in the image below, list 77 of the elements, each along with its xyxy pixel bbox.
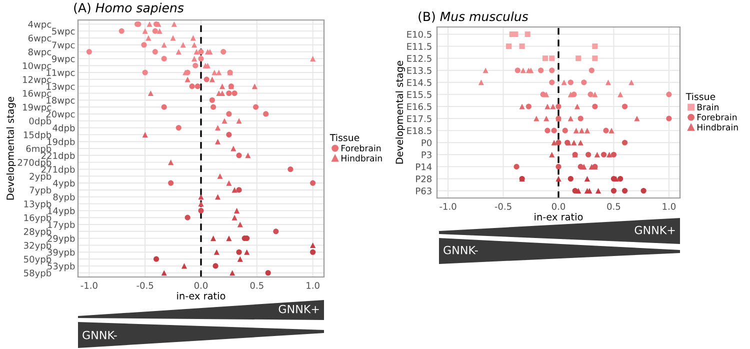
x-tick-label: 0.5 — [250, 282, 264, 289]
x-axis-title: in-ex ratio — [534, 212, 583, 221]
y-tick-label: 15dpb — [24, 131, 52, 140]
y-tick-label: 9wpc — [52, 55, 75, 64]
y-tick-label: 39ypb — [48, 248, 75, 258]
y-tick-label: 53ypb — [48, 262, 75, 272]
y-tick-label: 13wpc — [46, 83, 75, 92]
x-tick-label: 1.0 — [662, 203, 676, 210]
y-tick-label: 7ypb — [30, 186, 52, 196]
y-tick-label: 4wpc — [28, 20, 52, 30]
legend-label: Hindbrain — [697, 124, 738, 130]
y-tick-label: 19wpc — [23, 104, 52, 112]
y-tick-label: 16ypb — [24, 214, 52, 223]
y-tick-label: 50ypb — [24, 256, 52, 264]
y-tick-label: 20wpc — [46, 110, 75, 120]
y-axis-title: Developmental stage — [6, 96, 16, 200]
x-tick-label: 0.0 — [552, 203, 566, 210]
y-tick-label: 58ypb — [24, 269, 52, 278]
y-tick-label: 270dpb — [18, 158, 52, 168]
legend-title: Tissue — [686, 92, 716, 100]
y-tick-label: 4dpb — [52, 124, 75, 134]
x-axis-title: in-ex ratio — [177, 292, 226, 300]
x-tick-label: -1.0 — [80, 282, 98, 289]
y-tick-label: 17ypb — [48, 221, 75, 230]
y-tick-label: 271dpb — [41, 166, 75, 175]
y-tick-label: P63 — [416, 188, 432, 194]
legend-label: Brain — [697, 104, 718, 110]
y-axis-title: Developmental stage — [396, 60, 405, 164]
legend-label: Hindbrain — [342, 154, 382, 162]
y-tick-label: 6wpc — [28, 34, 52, 44]
text: GNNK- — [444, 246, 478, 254]
x-tick-label: 0.0 — [194, 282, 208, 289]
y-tick-label: E16.5 — [407, 103, 432, 110]
text: GNNK+ — [634, 226, 675, 234]
y-tick-label: 8ypb — [53, 193, 75, 202]
x-tick-label: 0.5 — [607, 203, 620, 210]
y-tick-label: 5wpc — [52, 28, 75, 36]
y-tick-label: 11wpc — [46, 69, 75, 78]
y-tick-label: 7wpc — [52, 42, 75, 50]
y-tick-label: E14.5 — [407, 79, 432, 86]
y-tick-label: 13ypb — [24, 200, 52, 210]
y-tick-label: P28 — [416, 175, 432, 182]
x-tick-label: -0.5 — [494, 203, 512, 210]
y-tick-label: 28ypb — [24, 228, 52, 237]
y-tick-label: E13.5 — [407, 67, 432, 74]
y-tick-label: 14ypb — [48, 207, 75, 216]
x-tick-label: -1.0 — [440, 203, 456, 210]
x-tick-label: -0.5 — [136, 282, 154, 289]
y-tick-label: 16wpc — [23, 90, 52, 99]
y-tick-label: P3 — [422, 151, 432, 158]
x-tick-label: 1.0 — [306, 282, 320, 289]
y-tick-label: 2ypb — [30, 172, 52, 182]
y-tick-label: 32ypb — [24, 242, 52, 251]
y-tick-label: P14 — [416, 164, 432, 170]
y-tick-label: 4ypb — [53, 180, 75, 188]
y-tick-label: E15.5 — [407, 91, 432, 98]
text: GNNK+ — [278, 304, 319, 314]
y-tick-label: 10wpc — [23, 62, 52, 71]
y-tick-label: 18wpc — [46, 96, 75, 106]
y-tick-label: 12wpc — [23, 76, 52, 85]
legend-title: Tissue — [330, 134, 360, 142]
y-tick-label: 0dpb — [29, 117, 52, 126]
chart-title: (A) Homo sapiens — [74, 2, 184, 15]
y-tick-label: 8wpc — [28, 48, 52, 58]
y-tick-label: E17.5 — [407, 115, 432, 122]
legend-label: Forebrain — [697, 114, 737, 120]
chart-title: (B) Mus musculus — [418, 11, 528, 23]
y-tick-label: E11.5 — [407, 43, 432, 50]
y-tick-label: P0 — [422, 139, 432, 146]
y-tick-label: 6mpb — [26, 145, 52, 154]
y-tick-label: E12.5 — [407, 55, 432, 62]
legend-label: Forebrain — [342, 144, 381, 152]
y-tick-label: E18.5 — [407, 127, 432, 134]
y-tick-label: E10.5 — [407, 30, 432, 38]
y-tick-label: 29ypb — [48, 234, 75, 244]
y-tick-label: 19dpb — [48, 138, 75, 147]
text: GNNK- — [82, 330, 117, 340]
